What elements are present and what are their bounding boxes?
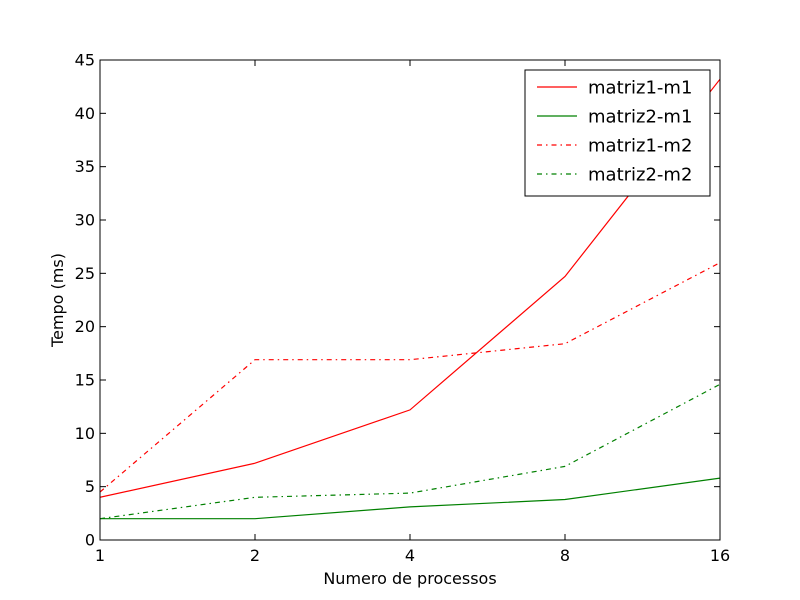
x-tick-label: 1 bbox=[95, 546, 105, 565]
x-tick-label: 2 bbox=[250, 546, 260, 565]
series-line-matriz2-m1 bbox=[100, 477, 720, 520]
y-tick-label: 25 bbox=[75, 264, 95, 283]
ticks-layer: 1 2 4 8 16 0 5 10 15 20 25 30 35 40 45 bbox=[75, 51, 731, 566]
series-line-matriz1-m1 bbox=[100, 78, 720, 498]
y-tick-label: 45 bbox=[75, 51, 95, 70]
y-axis-label: Tempo (ms) bbox=[48, 253, 67, 348]
y-tick-label: 35 bbox=[75, 157, 95, 176]
legend-label-matriz2-m1: matriz2-m1 bbox=[588, 107, 692, 128]
y-tick-label: 10 bbox=[75, 424, 95, 443]
series-line-matriz2-m2 bbox=[100, 383, 720, 520]
y-tick-label: 0 bbox=[85, 531, 95, 550]
legend-label-matriz2-m2: matriz2-m2 bbox=[588, 165, 692, 186]
y-tick-label: 30 bbox=[75, 211, 95, 230]
x-axis-label: Numero de processos bbox=[323, 569, 496, 588]
x-tick-label: 16 bbox=[710, 546, 730, 565]
x-tick-label: 4 bbox=[405, 546, 415, 565]
legend-label-matriz1-m2: matriz1-m2 bbox=[588, 136, 692, 157]
legend-label-matriz1-m1: matriz1-m1 bbox=[588, 78, 692, 99]
series-layer bbox=[100, 78, 720, 520]
y-tick-label: 20 bbox=[75, 317, 95, 336]
y-tick-label: 15 bbox=[75, 371, 95, 390]
legend: matriz1-m1 matriz2-m1 matriz1-m2 matriz2-m2 bbox=[524, 69, 711, 197]
series-line-matriz1-m2 bbox=[100, 262, 720, 493]
y-tick-label: 40 bbox=[75, 104, 95, 123]
legend-box bbox=[524, 69, 711, 197]
x-tick-label: 8 bbox=[560, 546, 570, 565]
y-tick-label: 5 bbox=[85, 477, 95, 496]
